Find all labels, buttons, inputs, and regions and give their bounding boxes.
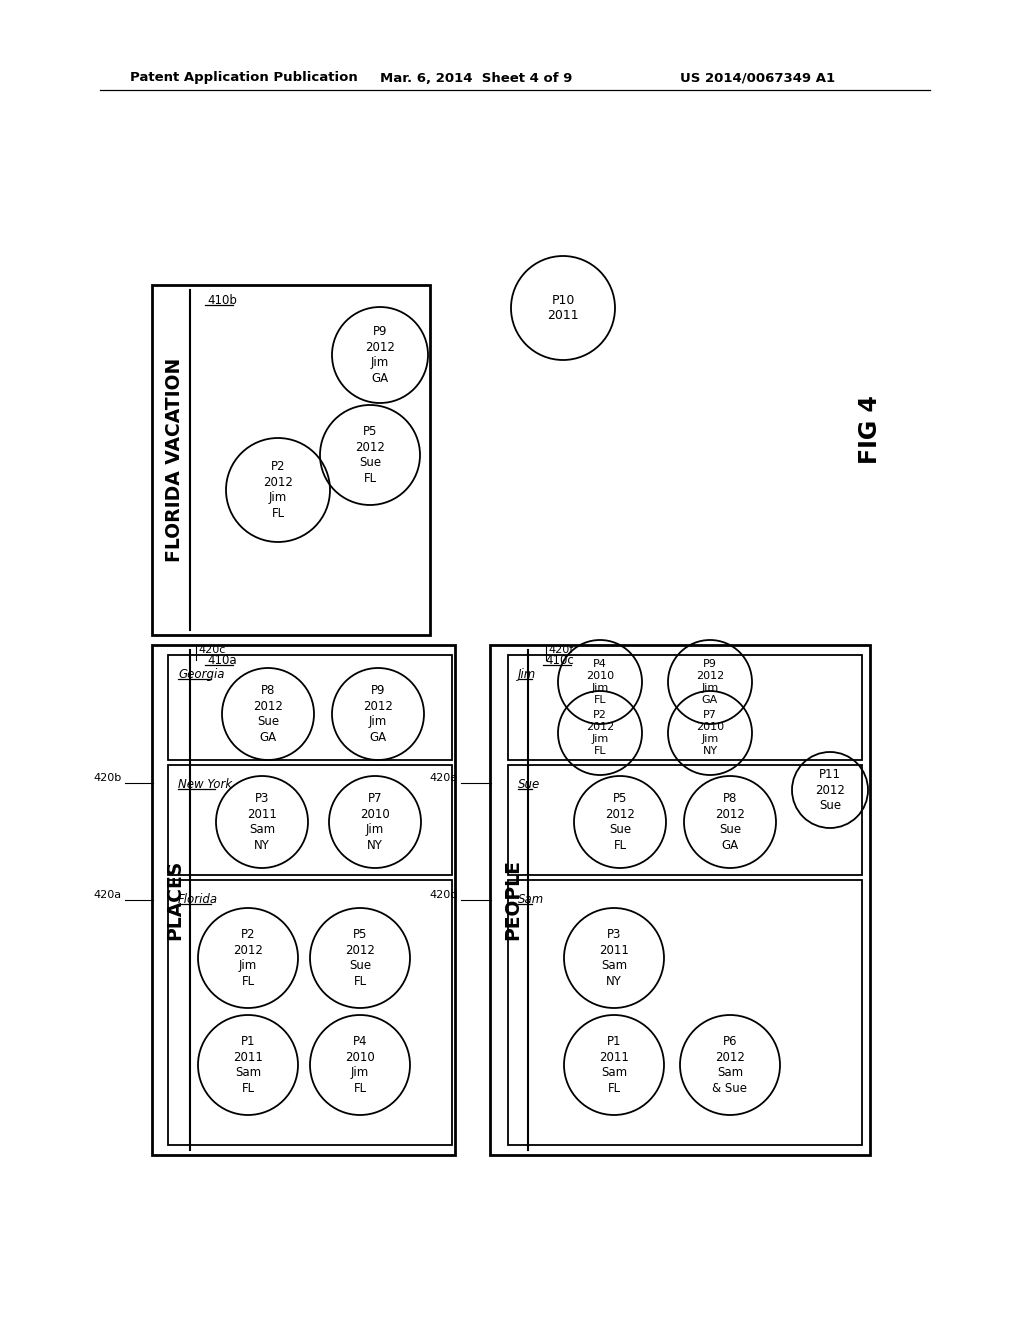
Text: Sue: Sue	[518, 777, 541, 791]
Text: P8
2012
Sue
GA: P8 2012 Sue GA	[715, 792, 744, 851]
Text: Jim: Jim	[518, 668, 537, 681]
Text: P10
2011: P10 2011	[547, 294, 579, 322]
Text: P8
2012
Sue
GA: P8 2012 Sue GA	[253, 684, 283, 743]
Text: 420a: 420a	[94, 890, 122, 900]
Bar	[508, 880, 862, 1144]
Text: FIG 4: FIG 4	[858, 396, 882, 465]
Text: P1
2011
Sam
FL: P1 2011 Sam FL	[599, 1035, 629, 1094]
Text: US 2014/0067349 A1: US 2014/0067349 A1	[680, 71, 836, 84]
Text: PLACES: PLACES	[166, 859, 184, 940]
Text: 420d: 420d	[430, 890, 458, 900]
Text: PEOPLE: PEOPLE	[504, 859, 522, 940]
Text: FLORIDA VACATION: FLORIDA VACATION	[166, 358, 184, 562]
Text: P4
2010
Jim
FL: P4 2010 Jim FL	[345, 1035, 375, 1094]
Text: P2
2012
Jim
FL: P2 2012 Jim FL	[586, 710, 614, 756]
Text: P5
2012
Sue
FL: P5 2012 Sue FL	[345, 928, 375, 987]
Bar	[508, 655, 862, 760]
Text: P11
2012
Sue: P11 2012 Sue	[815, 768, 845, 812]
Text: P9
2012
Jim
GA: P9 2012 Jim GA	[366, 325, 395, 384]
Text: Mar. 6, 2014  Sheet 4 of 9: Mar. 6, 2014 Sheet 4 of 9	[380, 71, 572, 84]
Text: P2
2012
Jim
FL: P2 2012 Jim FL	[263, 461, 293, 520]
Bar	[168, 880, 452, 1144]
Bar	[168, 766, 452, 875]
Text: P3
2011
Sam
NY: P3 2011 Sam NY	[599, 928, 629, 987]
Text: 420f: 420f	[548, 645, 573, 655]
Bar	[152, 285, 430, 635]
Text: Florida: Florida	[178, 894, 218, 906]
Text: 410c: 410c	[545, 655, 573, 668]
Text: P9
2012
Jim
GA: P9 2012 Jim GA	[696, 659, 724, 705]
Text: P7
2010
Jim
NY: P7 2010 Jim NY	[696, 710, 724, 756]
Text: P5
2012
Sue
FL: P5 2012 Sue FL	[605, 792, 635, 851]
Text: Patent Application Publication: Patent Application Publication	[130, 71, 357, 84]
Text: Sam: Sam	[518, 894, 544, 906]
Text: 420b: 420b	[94, 774, 122, 783]
Text: 410a: 410a	[207, 655, 237, 668]
Bar	[168, 655, 452, 760]
Bar	[490, 645, 870, 1155]
Text: New York: New York	[178, 777, 232, 791]
Text: P9
2012
Jim
GA: P9 2012 Jim GA	[364, 684, 393, 743]
Text: 420e: 420e	[430, 774, 458, 783]
Text: Georgia: Georgia	[178, 668, 224, 681]
Text: P4
2010
Jim
FL: P4 2010 Jim FL	[586, 659, 614, 705]
Text: P1
2011
Sam
FL: P1 2011 Sam FL	[233, 1035, 263, 1094]
Text: 420c: 420c	[198, 645, 225, 655]
Text: P6
2012
Sam
& Sue: P6 2012 Sam & Sue	[713, 1035, 748, 1094]
Text: P3
2011
Sam
NY: P3 2011 Sam NY	[247, 792, 276, 851]
Text: 410b: 410b	[207, 294, 237, 308]
Text: P7
2010
Jim
NY: P7 2010 Jim NY	[360, 792, 390, 851]
Bar	[152, 645, 455, 1155]
Text: P5
2012
Sue
FL: P5 2012 Sue FL	[355, 425, 385, 484]
Bar	[508, 766, 862, 875]
Text: P2
2012
Jim
FL: P2 2012 Jim FL	[233, 928, 263, 987]
